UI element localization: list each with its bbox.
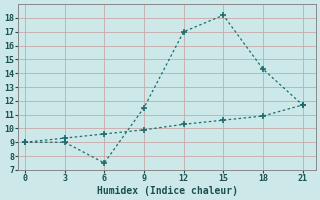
X-axis label: Humidex (Indice chaleur): Humidex (Indice chaleur)	[97, 186, 237, 196]
